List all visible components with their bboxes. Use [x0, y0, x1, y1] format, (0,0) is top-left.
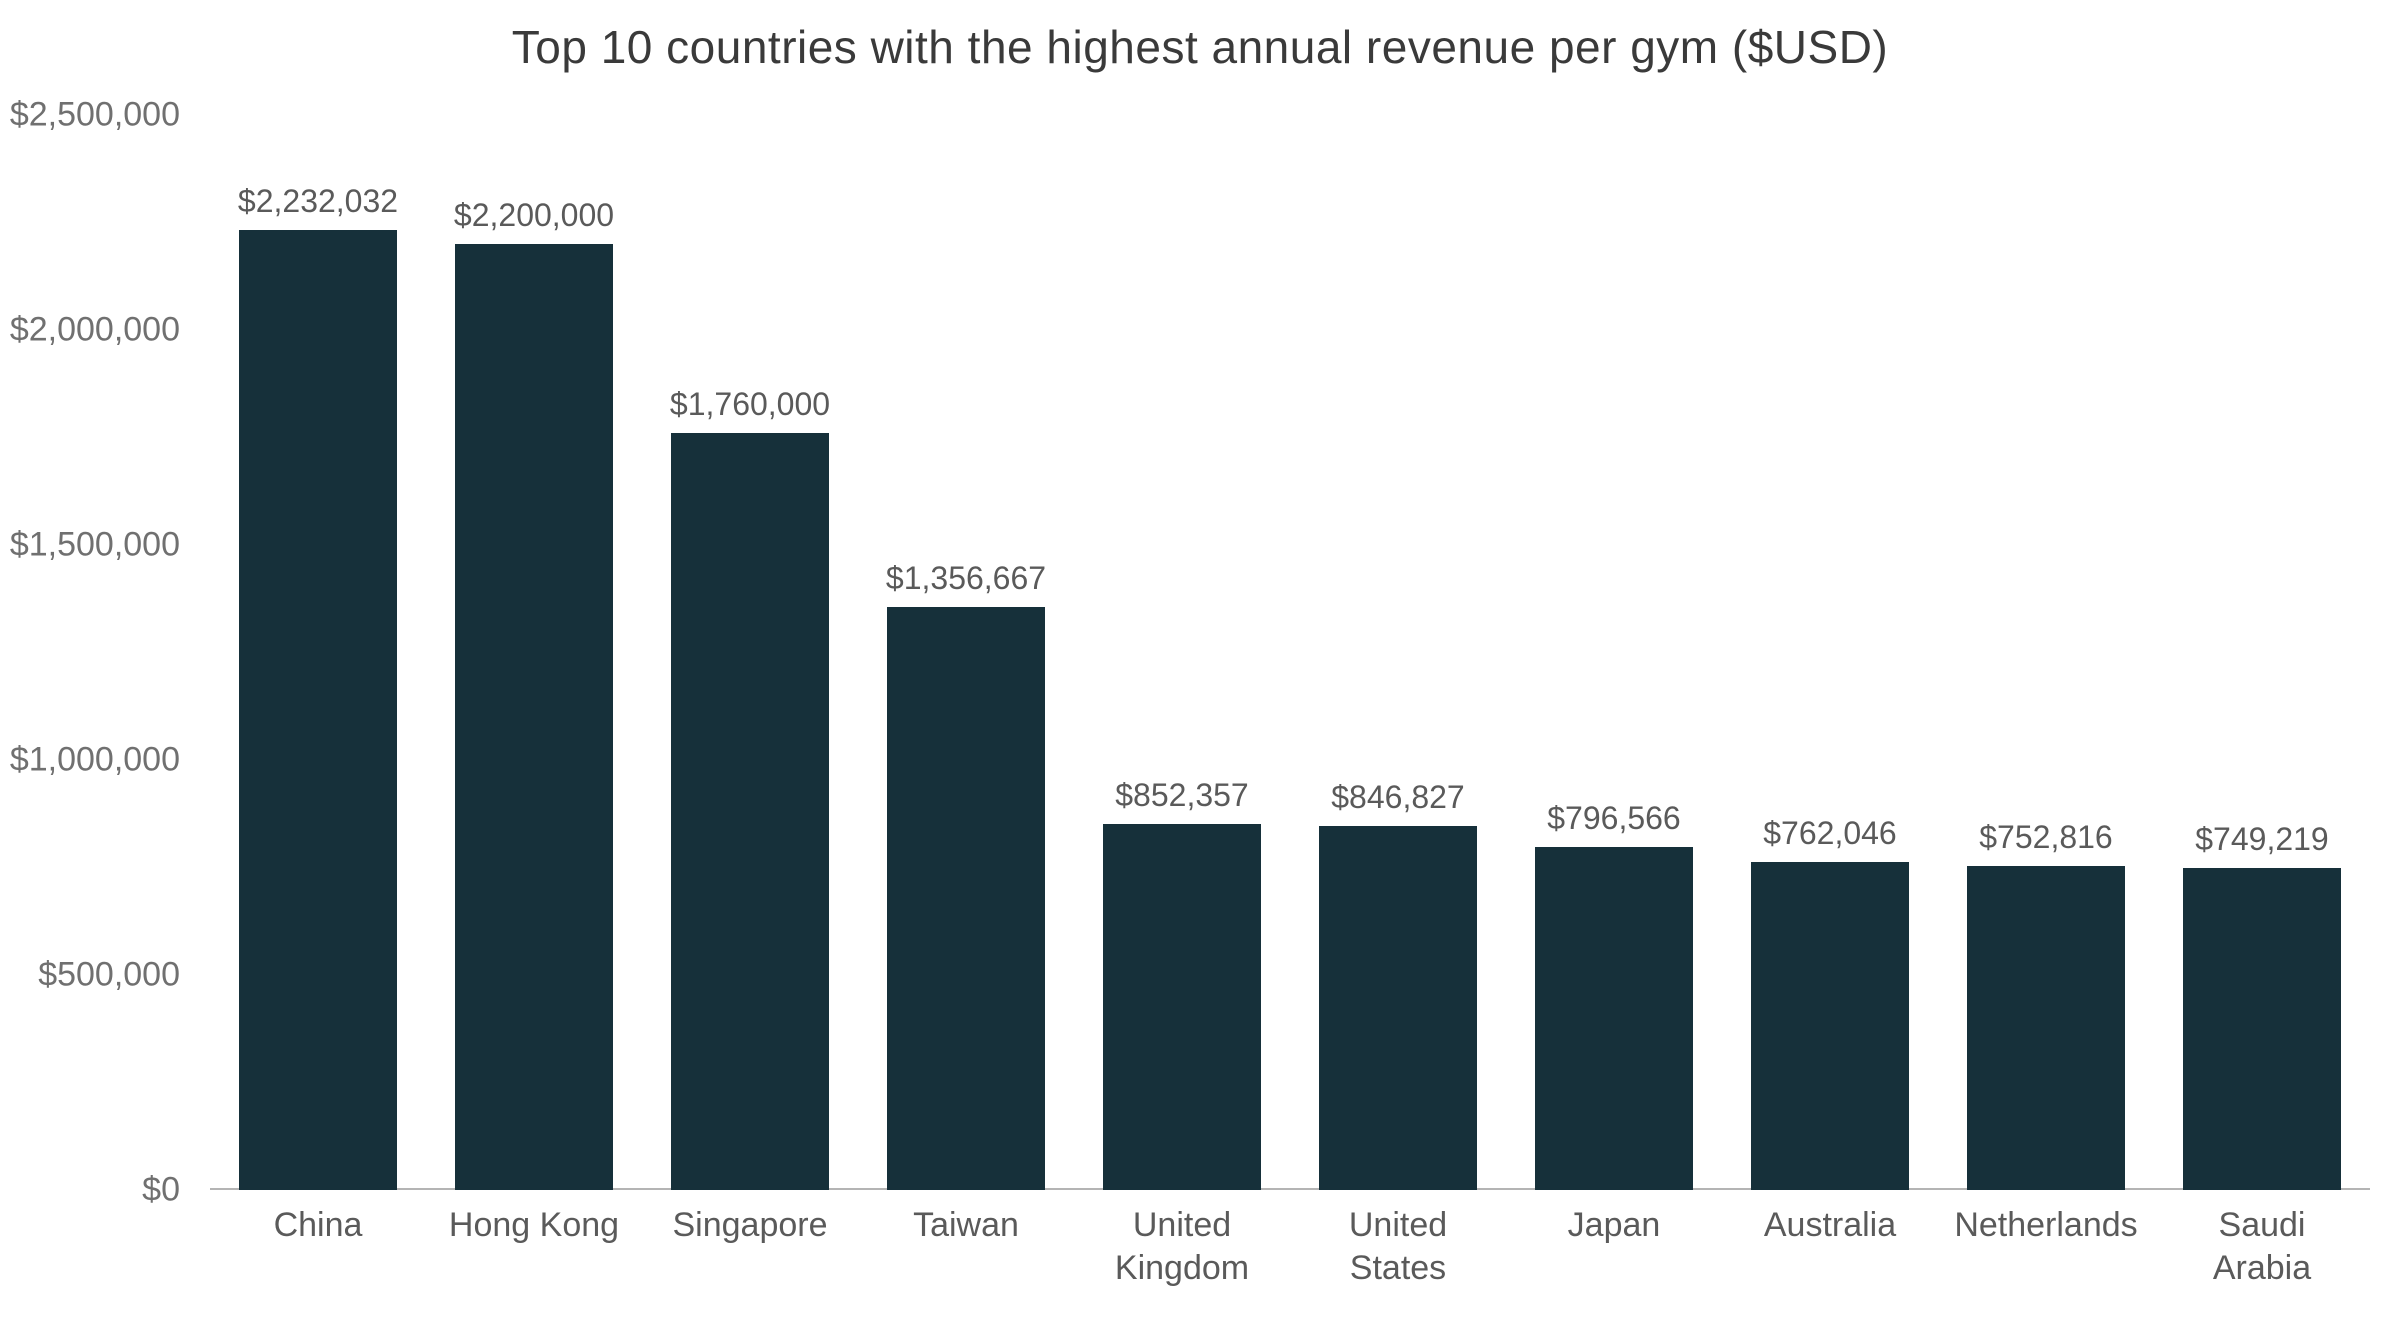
x-tick-label: UnitedKingdom — [1074, 1190, 1290, 1289]
y-tick-label: $2,500,000 — [0, 96, 180, 135]
bar-value-label: $846,827 — [1331, 779, 1464, 816]
x-tick-label: Australia — [1722, 1190, 1938, 1289]
bar-slot: $752,816 — [1938, 115, 2154, 1190]
bar: $852,357 — [1103, 824, 1261, 1191]
x-axis-labels: ChinaHong KongSingaporeTaiwanUnitedKingd… — [210, 1190, 2370, 1289]
x-tick-label: Taiwan — [858, 1190, 1074, 1289]
x-tick-label: Singapore — [642, 1190, 858, 1289]
bar: $1,356,667 — [887, 607, 1045, 1190]
y-tick-label: $0 — [0, 1171, 180, 1210]
bar-slot: $846,827 — [1290, 115, 1506, 1190]
y-tick-label: $1,500,000 — [0, 526, 180, 565]
bar: $1,760,000 — [671, 433, 829, 1190]
bar-value-label: $1,356,667 — [886, 560, 1046, 597]
y-tick-label: $1,000,000 — [0, 741, 180, 780]
bar-slot: $2,200,000 — [426, 115, 642, 1190]
bar-slot: $762,046 — [1722, 115, 1938, 1190]
y-tick-label: $500,000 — [0, 956, 180, 995]
x-tick-label: Netherlands — [1938, 1190, 2154, 1289]
revenue-per-gym-chart: Top 10 countries with the highest annual… — [0, 0, 2400, 1330]
bar-value-label: $796,566 — [1547, 800, 1680, 837]
x-tick-label: Japan — [1506, 1190, 1722, 1289]
bars-container: $2,232,032 $2,200,000 $1,760,000 $1,356,667… — [210, 115, 2370, 1190]
bar-value-label: $2,232,032 — [238, 183, 398, 220]
bar: $2,200,000 — [455, 244, 613, 1190]
bar-slot: $852,357 — [1074, 115, 1290, 1190]
bar: $762,046 — [1751, 862, 1909, 1190]
bar-value-label: $2,200,000 — [454, 197, 614, 234]
y-tick-label: $2,000,000 — [0, 311, 180, 350]
x-tick-label: SaudiArabia — [2154, 1190, 2370, 1289]
bar: $796,566 — [1535, 847, 1693, 1190]
x-tick-label: China — [210, 1190, 426, 1289]
bar-slot: $1,356,667 — [858, 115, 1074, 1190]
bar-value-label: $752,816 — [1979, 819, 2112, 856]
bar-slot: $749,219 — [2154, 115, 2370, 1190]
bar: $846,827 — [1319, 826, 1477, 1190]
bar-slot: $1,760,000 — [642, 115, 858, 1190]
bar-slot: $796,566 — [1506, 115, 1722, 1190]
bar: $749,219 — [2183, 868, 2341, 1190]
bar: $752,816 — [1967, 866, 2125, 1190]
bar-value-label: $852,357 — [1115, 777, 1248, 814]
x-tick-label: Hong Kong — [426, 1190, 642, 1289]
x-tick-label: UnitedStates — [1290, 1190, 1506, 1289]
bar-value-label: $762,046 — [1763, 815, 1896, 852]
bar: $2,232,032 — [239, 230, 397, 1190]
bar-value-label: $749,219 — [2195, 821, 2328, 858]
chart-title: Top 10 countries with the highest annual… — [0, 20, 2400, 74]
plot-area: $2,232,032 $2,200,000 $1,760,000 $1,356,667… — [210, 115, 2370, 1190]
bar-slot: $2,232,032 — [210, 115, 426, 1190]
bar-value-label: $1,760,000 — [670, 386, 830, 423]
